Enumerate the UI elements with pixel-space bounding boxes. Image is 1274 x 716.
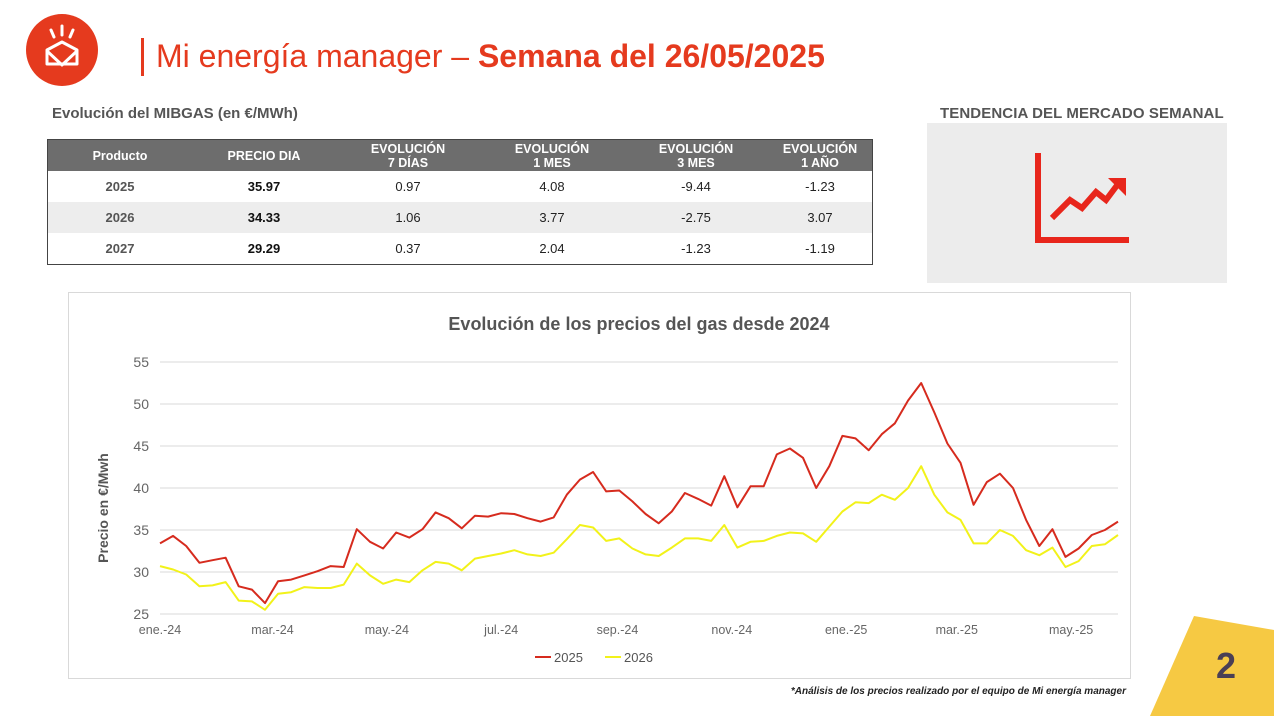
series-line-2026 [159, 465, 1119, 611]
x-tick-label: ene.-25 [825, 623, 867, 637]
table-cell: 3.77 [480, 202, 624, 233]
table-cell: 2025 [105, 179, 135, 194]
table-cell: 34.33 [192, 202, 336, 233]
column-header: EVOLUCIÓN 1 MES [480, 139, 624, 171]
series-line-2025 [159, 382, 1119, 605]
mibgas-table: Producto PRECIO DIA EVOLUCIÓN 7 DÍAS EVO… [47, 139, 873, 265]
table-row: 2026 34.33 1.06 3.77 -2.75 3.07 [47, 202, 873, 233]
column-header: PRECIO DIA [192, 139, 336, 171]
y-axis-label: Precio en €/Mwh [95, 453, 111, 563]
legend-label: 2026 [624, 650, 653, 665]
envelope-sun-logo [26, 14, 98, 86]
table-cell: 4.08 [539, 179, 565, 194]
table-cell: 2027 [105, 241, 135, 256]
x-tick-label: ene.-24 [139, 623, 181, 637]
y-tick-label: 45 [133, 438, 149, 454]
x-tick-label: may.-24 [365, 623, 409, 637]
table-cell: 0.37 [395, 241, 421, 256]
x-tick-label: jul.-24 [483, 623, 518, 637]
table-cell: 35.97 [247, 179, 281, 194]
page-number: 2 [1215, 645, 1237, 686]
table-cell: -9.44 [681, 179, 711, 194]
page-corner-shape [1150, 616, 1274, 716]
y-tick-label: 50 [133, 396, 149, 412]
page-title: Mi energía manager – Semana del 26/05/20… [156, 34, 825, 78]
brand-name: Mi energía manager [156, 38, 443, 74]
table-cell: 29.29 [247, 241, 281, 256]
y-tick-label: 35 [133, 522, 149, 538]
trend-title: TENDENCIA DEL MERCADO SEMANAL [940, 105, 1224, 122]
legend-label: 2025 [554, 650, 583, 665]
mibgas-title: Evolución del MIBGAS (en €/MWh) [52, 105, 298, 122]
title-separator: – [451, 38, 470, 74]
x-tick-label: sep.-24 [597, 623, 639, 637]
column-header: EVOLUCIÓN 3 MES [624, 139, 768, 171]
y-tick-label: 25 [133, 606, 149, 622]
table-cell: -1.19 [805, 241, 835, 256]
y-tick-label: 30 [133, 564, 149, 580]
column-header: Producto [47, 139, 192, 171]
table-row: 2027 29.29 0.37 2.04 -1.23 -1.19 [48, 233, 873, 265]
price-chart: Evolución de los precios del gas desde 2… [68, 292, 1131, 679]
week-label: Semana del 26/05/2025 [477, 38, 825, 74]
chart-canvas: Evolución de los precios del gas desde 2… [95, 314, 1119, 665]
trend-up-arrow-icon [1035, 153, 1129, 243]
table-header-row: Producto PRECIO DIA EVOLUCIÓN 7 DÍAS EVO… [47, 139, 873, 171]
x-tick-label: nov.-24 [711, 623, 752, 637]
x-tick-label: may.-25 [1049, 623, 1093, 637]
table-cell: 2026 [47, 202, 192, 233]
x-tick-label: mar.-24 [251, 623, 293, 637]
table-cell: 0.97 [395, 179, 421, 194]
y-tick-label: 40 [133, 480, 149, 496]
title-divider [141, 38, 144, 76]
table-cell: -1.23 [681, 241, 711, 256]
table-cell: -1.23 [805, 179, 835, 194]
x-tick-label: mar.-25 [936, 623, 978, 637]
table-cell: 2.04 [539, 241, 565, 256]
y-tick-label: 55 [133, 354, 149, 370]
table-cell: 3.07 [768, 202, 873, 233]
table-cell: 1.06 [336, 202, 480, 233]
footnote: *Análisis de los precios realizado por e… [790, 686, 1126, 697]
table-row: 2025 35.97 0.97 4.08 -9.44 -1.23 [48, 171, 873, 202]
column-header: EVOLUCIÓN 1 AÑO [768, 139, 873, 171]
table-cell: -2.75 [624, 202, 768, 233]
chart-title: Evolución de los precios del gas desde 2… [448, 314, 829, 334]
column-header: EVOLUCIÓN 7 DÍAS [336, 139, 480, 171]
